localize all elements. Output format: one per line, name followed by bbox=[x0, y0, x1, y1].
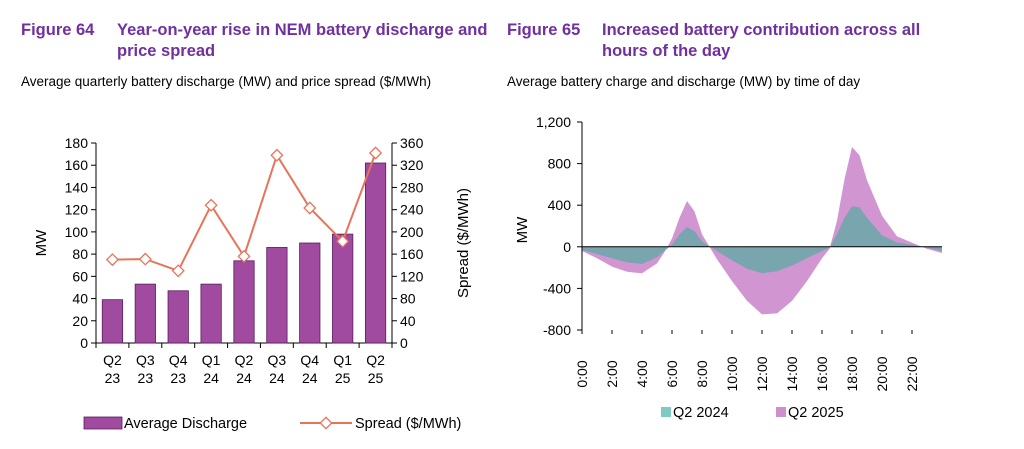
bar-average-discharge bbox=[167, 290, 189, 344]
y-tick-label-right: 0 bbox=[400, 335, 408, 351]
legend-label-average-discharge: Average Discharge bbox=[124, 416, 247, 432]
y-tick-label-right: 80 bbox=[400, 291, 416, 307]
x-tick-label: Q4 bbox=[300, 352, 319, 368]
x-tick-label: 14:00 bbox=[784, 356, 800, 391]
area-q2-2025 bbox=[582, 147, 942, 315]
y-tick-label: -400 bbox=[543, 280, 571, 296]
x-tick-label: 0:00 bbox=[574, 360, 590, 387]
x-tick-label: Q1 bbox=[333, 352, 352, 368]
bar-average-discharge bbox=[299, 242, 321, 344]
y-tick-label-right: 120 bbox=[400, 268, 424, 284]
x-tick-label: 23 bbox=[105, 370, 121, 386]
x-tick-label: 6:00 bbox=[664, 360, 680, 387]
y-tick-label-right: 280 bbox=[400, 179, 424, 195]
legend: Q2 2024 Q2 2025 bbox=[661, 405, 844, 421]
x-tick-label: Q1 bbox=[202, 352, 221, 368]
point-spread bbox=[138, 252, 152, 266]
figure-number: Figure 64 bbox=[21, 21, 95, 39]
y-tick-label: 400 bbox=[548, 197, 572, 213]
x-tick-label: 16:00 bbox=[814, 356, 830, 391]
x-tick-label: Q3 bbox=[136, 352, 155, 368]
figure-number: Figure 65 bbox=[507, 21, 581, 39]
x-tick-label: 20:00 bbox=[874, 356, 890, 391]
y-tick-label-right: 360 bbox=[400, 135, 424, 151]
x-tick-label: 8:00 bbox=[694, 360, 710, 387]
x-tick-label: 24 bbox=[203, 370, 219, 386]
y-tick-label-left: 0 bbox=[80, 335, 88, 351]
point-spread bbox=[336, 234, 350, 248]
legend-label-spread: Spread ($/MWh) bbox=[355, 416, 461, 432]
figure-title: Year-on-year rise in NEM battery dischar… bbox=[117, 21, 488, 60]
y-tick-label-right: 240 bbox=[400, 202, 424, 218]
bar-average-discharge bbox=[101, 299, 124, 344]
y-tick-label: 800 bbox=[548, 156, 572, 172]
y-tick-label: -800 bbox=[543, 322, 571, 338]
x-tick-label: Q4 bbox=[169, 352, 188, 368]
x-tick-label: 24 bbox=[302, 370, 318, 386]
y-tick-label: 1,200 bbox=[536, 114, 571, 130]
point-spread bbox=[171, 264, 185, 278]
x-tick-label: 25 bbox=[335, 370, 351, 386]
y-tick-label-left: 80 bbox=[72, 246, 88, 262]
bar-average-discharge bbox=[134, 283, 156, 344]
point-spread bbox=[237, 249, 251, 263]
figure-title: Increased battery contribution across al… bbox=[602, 21, 921, 60]
x-tick-label: 12:00 bbox=[754, 356, 770, 391]
x-tick-label: 18:00 bbox=[844, 356, 860, 391]
y-tick-label-left: 140 bbox=[65, 179, 89, 195]
bar-average-discharge bbox=[364, 162, 387, 344]
y-tick-label-left: 180 bbox=[65, 135, 89, 151]
y-tick-label: 0 bbox=[563, 239, 571, 255]
y-axis-label: MW bbox=[514, 216, 531, 243]
x-tick-label: 22:00 bbox=[904, 356, 920, 391]
y-tick-label-left: 100 bbox=[65, 224, 89, 240]
bar-average-discharge bbox=[332, 233, 354, 344]
point-spread bbox=[204, 198, 218, 212]
y-tick-label-right: 200 bbox=[400, 224, 424, 240]
x-tick-label: 24 bbox=[269, 370, 285, 386]
y-tick-label-left: 60 bbox=[72, 268, 88, 284]
x-tick-label: 25 bbox=[368, 370, 384, 386]
legend-marker-spread bbox=[319, 416, 333, 430]
x-tick-label: 2:00 bbox=[604, 360, 620, 387]
bar-average-discharge bbox=[200, 283, 222, 344]
x-tick-label: Q2 bbox=[366, 352, 385, 368]
x-tick-label: 23 bbox=[138, 370, 154, 386]
legend-label-q2-2025: Q2 2025 bbox=[788, 405, 844, 421]
x-tick-label: 10:00 bbox=[724, 356, 740, 391]
y-tick-label-left: 20 bbox=[72, 313, 88, 329]
x-tick-label: Q2 bbox=[103, 352, 122, 368]
figure-subtitle: Average quarterly battery discharge (MW)… bbox=[21, 74, 432, 89]
x-tick-label: 4:00 bbox=[634, 360, 650, 387]
legend-swatch-q2-2025 bbox=[776, 407, 786, 417]
y-tick-label-right: 320 bbox=[400, 157, 424, 173]
point-spread bbox=[105, 253, 120, 267]
y-axis-label-left: MW bbox=[33, 229, 50, 256]
y-tick-label-left: 120 bbox=[65, 202, 89, 218]
y-axis-label-right: Spread ($/MWh) bbox=[455, 188, 472, 298]
point-spread bbox=[303, 201, 317, 215]
battery-discharge-spread-chart: 0 20 40 60 80 100 120 140 160 180 0 40 80 120 160 200 24… bbox=[33, 135, 472, 432]
x-tick-label: 24 bbox=[236, 370, 252, 386]
y-tick-label-right: 160 bbox=[400, 246, 424, 262]
x-tick-label: Q3 bbox=[268, 352, 287, 368]
x-tick-label: Q2 bbox=[235, 352, 254, 368]
legend: Average Discharge Spread ($/MWh) bbox=[83, 416, 461, 432]
figure-subtitle: Average battery charge and discharge (MW… bbox=[507, 74, 861, 89]
x-tick-label: 23 bbox=[170, 370, 186, 386]
legend-swatch-average-discharge bbox=[83, 416, 123, 430]
y-tick-label-left: 40 bbox=[72, 291, 88, 307]
legend-swatch-q2-2024 bbox=[661, 407, 671, 417]
point-spread bbox=[368, 146, 383, 160]
bar-average-discharge bbox=[266, 247, 288, 344]
area-q2-2024 bbox=[582, 206, 942, 274]
y-tick-label-left: 160 bbox=[65, 157, 89, 173]
y-tick-label-right: 40 bbox=[400, 313, 416, 329]
bar-average-discharge bbox=[233, 260, 255, 344]
point-spread bbox=[270, 148, 284, 162]
legend-label-q2-2024: Q2 2024 bbox=[673, 405, 729, 421]
